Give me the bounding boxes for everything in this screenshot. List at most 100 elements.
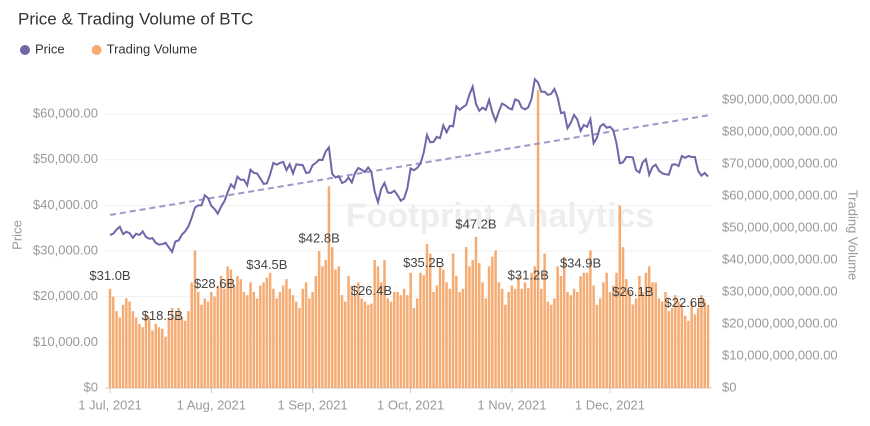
bar bbox=[112, 296, 115, 388]
bar bbox=[281, 285, 285, 388]
bar bbox=[170, 307, 174, 388]
bar bbox=[533, 266, 537, 388]
bar bbox=[399, 295, 403, 388]
bar bbox=[183, 320, 187, 388]
bar bbox=[386, 298, 390, 388]
bar bbox=[562, 256, 566, 388]
bar bbox=[340, 295, 344, 388]
bar bbox=[366, 304, 370, 388]
trend-line bbox=[109, 114, 709, 216]
bar bbox=[513, 288, 517, 388]
bar bbox=[491, 256, 494, 388]
bar bbox=[520, 288, 523, 388]
y2-tick-label: $40,000,000,000.00 bbox=[722, 251, 838, 266]
bar bbox=[409, 272, 412, 388]
bar bbox=[572, 288, 576, 388]
bar bbox=[304, 282, 308, 388]
y-tick-label: $10,000.00 bbox=[33, 334, 98, 349]
x-tick-label: 1 Sep, 2021 bbox=[278, 397, 348, 412]
bar bbox=[585, 272, 589, 388]
bar bbox=[383, 259, 386, 388]
bar bbox=[556, 266, 559, 388]
bar bbox=[344, 301, 347, 388]
bar bbox=[330, 247, 334, 388]
bar bbox=[206, 301, 210, 388]
bar bbox=[154, 323, 157, 388]
value-label: $34.5B bbox=[246, 257, 287, 272]
y-tick-label: $30,000.00 bbox=[33, 242, 98, 257]
legend-label: Price bbox=[35, 41, 65, 56]
bar bbox=[540, 288, 543, 388]
chart-title: Price & Trading Volume of BTC bbox=[18, 9, 253, 28]
bar bbox=[438, 266, 442, 388]
bar bbox=[144, 314, 148, 388]
bar bbox=[138, 323, 141, 388]
value-label: $34.9B bbox=[560, 256, 601, 271]
bar bbox=[468, 266, 471, 388]
bar bbox=[125, 298, 128, 388]
bar bbox=[425, 243, 429, 388]
bar bbox=[285, 279, 288, 388]
y2-tick-label: $30,000,000,000.00 bbox=[722, 283, 838, 298]
bar bbox=[216, 285, 220, 388]
bar bbox=[396, 291, 399, 388]
bar bbox=[298, 307, 301, 388]
bar bbox=[265, 277, 269, 388]
bar bbox=[376, 266, 380, 388]
bar bbox=[357, 282, 360, 388]
bar bbox=[406, 295, 409, 388]
value-label: $26.4B bbox=[351, 283, 392, 298]
x-tick-label: 1 Dec, 2021 bbox=[575, 397, 645, 412]
bar bbox=[543, 253, 546, 388]
bar bbox=[664, 291, 667, 388]
bar bbox=[706, 304, 710, 388]
bar bbox=[301, 288, 305, 388]
bar bbox=[651, 282, 654, 388]
bar bbox=[428, 253, 432, 388]
bar bbox=[471, 259, 474, 388]
bar bbox=[451, 253, 455, 388]
bar bbox=[255, 298, 259, 388]
bar bbox=[523, 282, 527, 388]
value-label: $26.1B bbox=[612, 284, 653, 299]
bar bbox=[272, 288, 275, 388]
bar bbox=[161, 328, 164, 388]
bar bbox=[497, 282, 501, 388]
bar bbox=[321, 266, 324, 388]
bar bbox=[249, 282, 252, 388]
bar bbox=[530, 272, 533, 388]
bar bbox=[527, 288, 530, 388]
bar bbox=[654, 282, 657, 388]
value-label: $35.2B bbox=[403, 255, 444, 270]
bar bbox=[157, 327, 161, 388]
y-tick-label: $50,000.00 bbox=[33, 151, 98, 166]
bar bbox=[484, 298, 488, 388]
bar bbox=[683, 315, 687, 388]
bar bbox=[402, 288, 406, 388]
bar bbox=[412, 307, 416, 388]
bar bbox=[690, 301, 693, 388]
bar bbox=[569, 295, 573, 388]
bar bbox=[595, 304, 599, 388]
bar bbox=[517, 275, 520, 388]
bar bbox=[667, 311, 671, 388]
bar bbox=[229, 269, 233, 388]
bar bbox=[677, 301, 680, 388]
bar bbox=[696, 307, 700, 388]
bar bbox=[353, 295, 357, 388]
bar bbox=[458, 291, 461, 388]
bar bbox=[187, 311, 190, 388]
bar bbox=[210, 291, 213, 388]
bar bbox=[602, 282, 605, 388]
x-tick-label: 1 Nov, 2021 bbox=[477, 397, 546, 412]
y2-tick-label: $0 bbox=[722, 379, 736, 394]
bar bbox=[494, 250, 497, 388]
bar bbox=[141, 327, 144, 388]
watermark: Footprint Analytics bbox=[346, 197, 655, 235]
bar bbox=[598, 298, 602, 388]
bar bbox=[262, 282, 265, 388]
bar bbox=[223, 288, 226, 388]
bar bbox=[687, 320, 690, 388]
bar bbox=[641, 291, 644, 388]
bar bbox=[360, 298, 363, 388]
